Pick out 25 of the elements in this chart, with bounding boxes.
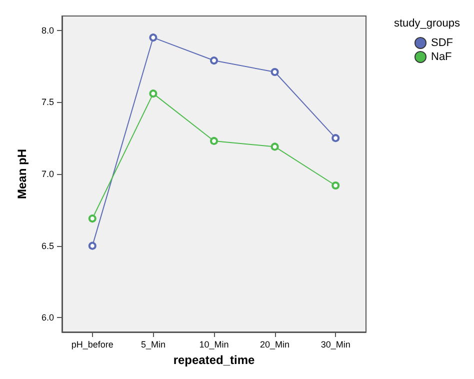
y-tick-label: 8.0 — [41, 25, 54, 36]
y-tick-label: 7.5 — [41, 97, 54, 108]
x-axis-title: repeated_time — [173, 353, 256, 367]
legend-label: NaF — [431, 51, 452, 63]
point — [210, 56, 218, 65]
y-tick-label: 7.0 — [41, 169, 54, 179]
y-tick-label: 6.0 — [41, 312, 54, 323]
y-tick-label: 6.5 — [41, 240, 54, 251]
point — [332, 181, 340, 190]
y-axis-title: Mean pH — [15, 148, 29, 200]
x-tick-label: 20_Min — [260, 340, 290, 350]
legend-label: SDF — [431, 37, 454, 49]
point — [149, 90, 158, 98]
point — [332, 134, 340, 142]
point — [210, 136, 218, 145]
x-tick-label: 10_Min — [199, 340, 229, 350]
legend-title: study_groups — [394, 18, 460, 30]
x-tick-label: 30_Min — [320, 340, 350, 350]
point — [88, 214, 96, 223]
point — [270, 142, 279, 151]
x-tick-label: 5_Min — [140, 340, 166, 350]
point — [270, 68, 279, 76]
x-tick-label: pH_before — [71, 340, 114, 350]
point — [88, 242, 96, 250]
point — [149, 34, 158, 42]
